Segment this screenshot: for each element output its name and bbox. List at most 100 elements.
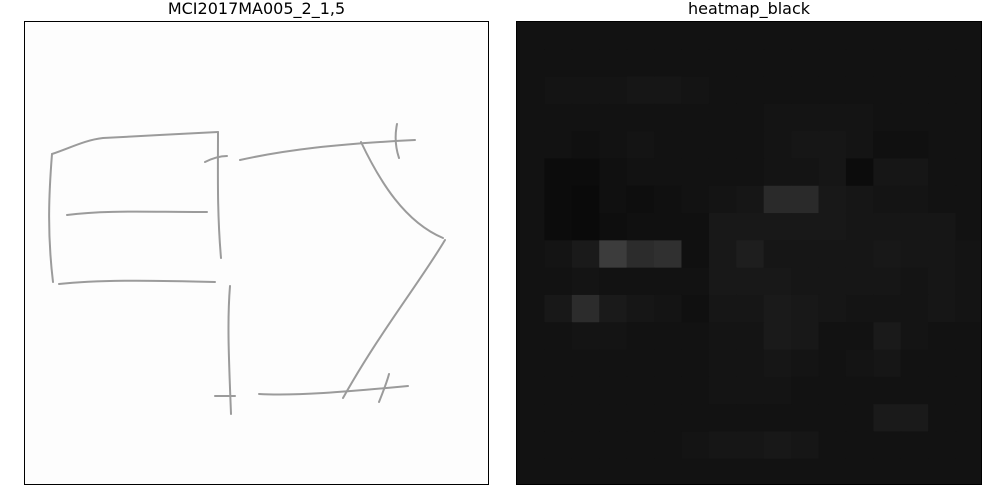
heatmap-cell bbox=[791, 22, 820, 50]
heatmap-cell bbox=[571, 22, 600, 50]
heatmap-cell bbox=[845, 240, 874, 269]
heatmap-cell bbox=[599, 49, 628, 78]
heatmap-cell bbox=[571, 240, 600, 269]
heatmap-cell bbox=[955, 458, 981, 484]
heatmap-cell bbox=[708, 349, 737, 378]
heatmap-cell bbox=[626, 103, 655, 132]
heatmap-cell bbox=[571, 322, 600, 351]
heatmap-cell bbox=[955, 267, 981, 296]
heatmap-cell bbox=[818, 158, 847, 187]
heatmap-cell bbox=[818, 404, 847, 432]
heatmap-cell bbox=[736, 294, 765, 323]
heatmap-cell bbox=[654, 103, 682, 132]
heatmap-cell bbox=[571, 103, 600, 132]
heatmap-cell bbox=[517, 49, 545, 78]
heatmap-cell bbox=[955, 131, 981, 159]
heatmap-cell bbox=[955, 349, 981, 378]
heatmap-cell bbox=[873, 431, 902, 460]
heatmap-cell bbox=[708, 76, 737, 105]
heatmap-cell bbox=[900, 404, 929, 432]
heatmap-cell bbox=[818, 294, 847, 323]
heatmap-cell bbox=[708, 404, 737, 432]
heatmap-cell bbox=[544, 22, 573, 50]
heatmap-cell bbox=[928, 103, 957, 132]
heatmap-cell bbox=[626, 294, 655, 323]
drawing-sketch bbox=[48, 123, 446, 415]
heatmap-cell bbox=[599, 458, 628, 484]
heatmap-cell bbox=[517, 431, 545, 460]
heatmap-cell bbox=[544, 294, 573, 323]
heatmap-cell bbox=[763, 267, 792, 296]
heatmap-cell bbox=[791, 131, 820, 159]
heatmap-cell bbox=[654, 49, 682, 78]
heatmap-cell bbox=[708, 294, 737, 323]
heatmap-cell bbox=[544, 158, 573, 187]
heatmap-cell bbox=[654, 404, 682, 432]
heatmap-cell bbox=[654, 267, 682, 296]
heatmap-cell bbox=[654, 458, 682, 484]
heatmap-cell bbox=[626, 267, 655, 296]
heatmap-cell bbox=[626, 76, 655, 105]
heatmap-cell bbox=[791, 158, 820, 187]
heatmap-cell bbox=[928, 76, 957, 105]
heatmap-cell bbox=[517, 294, 545, 323]
heatmap-cell bbox=[928, 267, 957, 296]
heatmap-cell bbox=[626, 49, 655, 78]
heatmap-cell bbox=[681, 294, 710, 323]
heatmap-cell bbox=[928, 431, 957, 460]
heatmap-cell bbox=[517, 404, 545, 432]
heatmap-cell bbox=[791, 49, 820, 78]
heatmap-cell bbox=[517, 376, 545, 405]
heatmap-cell bbox=[626, 404, 655, 432]
heatmap-cell bbox=[681, 22, 710, 50]
heatmap-cell bbox=[571, 76, 600, 105]
heatmap-cell bbox=[736, 431, 765, 460]
heatmap-cell bbox=[599, 213, 628, 241]
heatmap-cell bbox=[708, 158, 737, 187]
heatmap-cell bbox=[599, 158, 628, 187]
heatmap-cell bbox=[708, 131, 737, 159]
heatmap-cell bbox=[900, 349, 929, 378]
heatmap-cell bbox=[845, 431, 874, 460]
heatmap-cell bbox=[873, 294, 902, 323]
heatmap-cell bbox=[599, 103, 628, 132]
heatmap-cell bbox=[681, 376, 710, 405]
heatmap-cell bbox=[736, 103, 765, 132]
heatmap-cell bbox=[845, 267, 874, 296]
heatmap-cell bbox=[736, 213, 765, 241]
heatmap-cell bbox=[955, 294, 981, 323]
heatmap-cell bbox=[681, 76, 710, 105]
heatmap-cell bbox=[900, 376, 929, 405]
heatmap-cell bbox=[654, 294, 682, 323]
heatmap-cell bbox=[928, 376, 957, 405]
heatmap-cell bbox=[791, 322, 820, 351]
heatmap-cell bbox=[845, 76, 874, 105]
heatmap-cell bbox=[900, 158, 929, 187]
heatmap-cell bbox=[681, 267, 710, 296]
heatmap-cell bbox=[544, 431, 573, 460]
heatmap-cell bbox=[571, 267, 600, 296]
heatmap-cell bbox=[900, 294, 929, 323]
heatmap-cell bbox=[928, 185, 957, 214]
heatmap-cell bbox=[791, 404, 820, 432]
heatmap-cell bbox=[517, 213, 545, 241]
heatmap-cell bbox=[763, 22, 792, 50]
heatmap-cell bbox=[736, 376, 765, 405]
heatmap-cell bbox=[654, 322, 682, 351]
heatmap-cell bbox=[708, 267, 737, 296]
heatmap-cell bbox=[873, 322, 902, 351]
heatmap-cell bbox=[791, 458, 820, 484]
heatmap-cell bbox=[791, 76, 820, 105]
heatmap-cell bbox=[571, 213, 600, 241]
heatmap-cell bbox=[955, 404, 981, 432]
heatmap-cell bbox=[599, 376, 628, 405]
heatmap-cell bbox=[955, 322, 981, 351]
heatmap-cell bbox=[571, 404, 600, 432]
sketch-stroke bbox=[239, 139, 416, 161]
heatmap-cell bbox=[845, 404, 874, 432]
heatmap-cell bbox=[681, 458, 710, 484]
heatmap-cell bbox=[928, 349, 957, 378]
heatmap-cell bbox=[708, 22, 737, 50]
heatmap-cell bbox=[900, 131, 929, 159]
heatmap-cell bbox=[681, 431, 710, 460]
